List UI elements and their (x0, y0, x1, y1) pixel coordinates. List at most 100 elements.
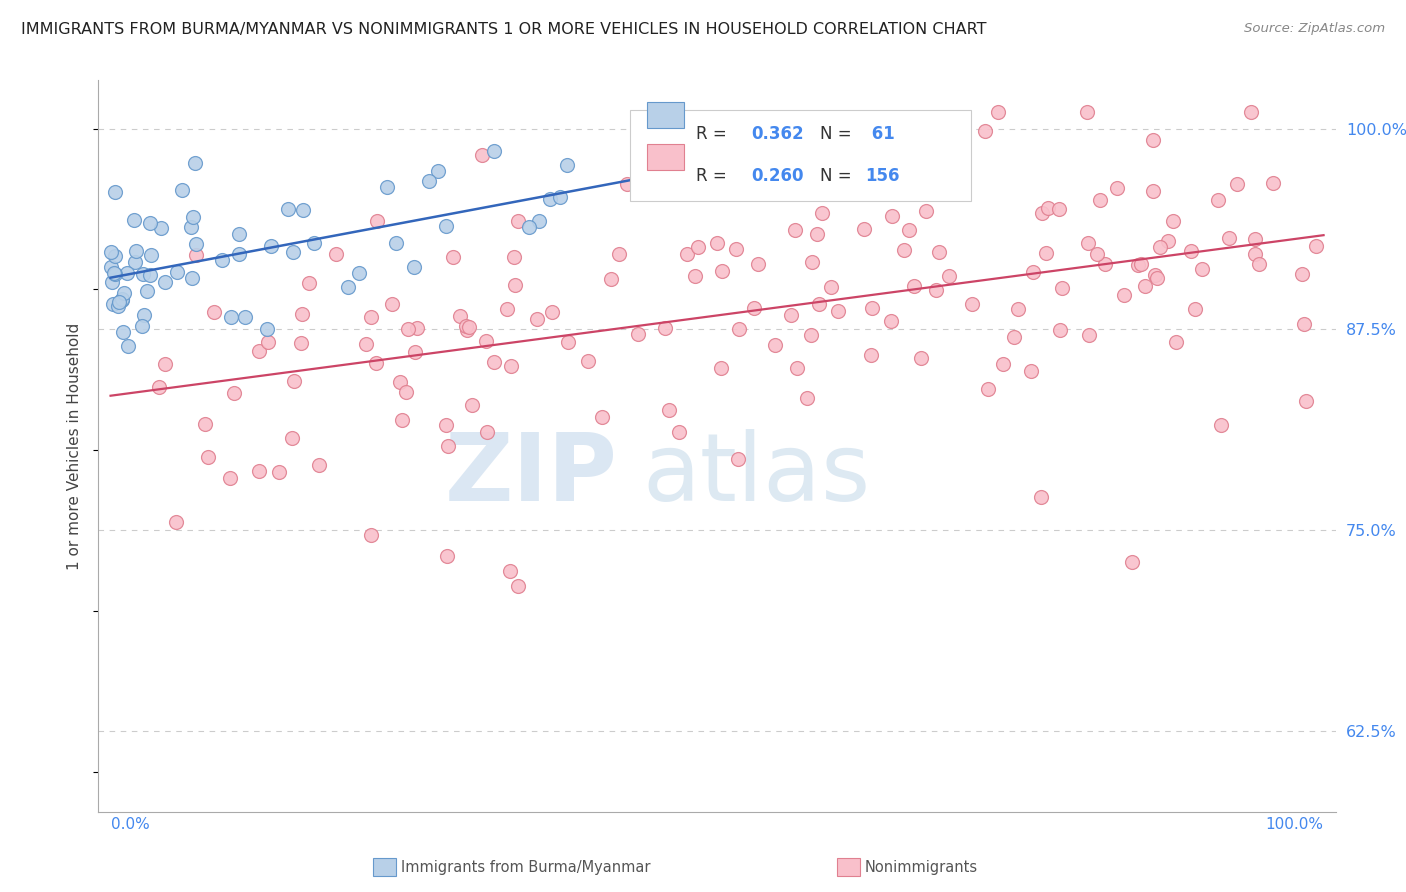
Point (181, 210, 204, 224)
Point (184, 156, 207, 170)
Point (360, 528, 382, 542)
Point (711, 264, 734, 278)
Point (1049, 323, 1071, 337)
Point (122, 212, 145, 227)
Point (859, 348, 882, 362)
Point (375, 180, 398, 194)
Point (256, 322, 278, 336)
Point (506, 214, 529, 228)
Point (1021, 265, 1043, 279)
Point (600, 272, 623, 286)
Point (501, 359, 523, 373)
Point (124, 254, 146, 268)
Point (1133, 279, 1156, 293)
Point (434, 417, 457, 432)
Point (860, 301, 883, 315)
Point (1085, 247, 1108, 261)
Point (1031, 490, 1053, 504)
Text: 61: 61 (866, 125, 894, 143)
Point (527, 213, 550, 227)
Text: 0.260: 0.260 (752, 167, 804, 186)
Point (291, 308, 314, 322)
Point (180, 220, 202, 235)
Point (165, 515, 187, 529)
Point (706, 236, 728, 251)
Point (108, 295, 131, 310)
Point (454, 318, 477, 333)
Point (1142, 133, 1164, 147)
Point (100, 260, 122, 274)
Point (517, 220, 540, 235)
Point (482, 355, 505, 369)
Point (924, 283, 946, 297)
Point (928, 244, 950, 259)
Point (406, 321, 429, 335)
Point (170, 183, 193, 197)
Point (973, 124, 995, 138)
Text: Source: ZipAtlas.com: Source: ZipAtlas.com (1244, 22, 1385, 36)
Point (436, 219, 458, 233)
Point (1247, 257, 1270, 271)
Text: N =: N = (820, 125, 856, 143)
Point (277, 202, 299, 216)
Point (800, 255, 823, 269)
Point (1047, 202, 1070, 216)
Text: Nonimmigrants: Nonimmigrants (865, 860, 977, 874)
Point (1244, 232, 1267, 246)
Point (1261, 176, 1284, 190)
Point (117, 339, 139, 353)
Point (987, 105, 1010, 120)
Point (184, 237, 207, 252)
Point (260, 239, 283, 253)
Point (938, 268, 960, 283)
Point (503, 278, 526, 293)
Point (131, 318, 153, 333)
Point (1295, 394, 1317, 409)
Text: 0.362: 0.362 (752, 125, 804, 143)
Point (308, 458, 330, 472)
Point (247, 344, 270, 359)
Point (366, 214, 388, 228)
Point (727, 451, 749, 466)
Point (1294, 317, 1316, 331)
Point (449, 309, 471, 323)
Point (827, 304, 849, 318)
Point (495, 301, 517, 316)
Point (807, 169, 830, 184)
Point (418, 174, 440, 188)
Point (960, 297, 983, 311)
Point (202, 305, 225, 319)
Text: atlas: atlas (643, 429, 872, 521)
Point (576, 353, 599, 368)
Text: IMMIGRANTS FROM BURMA/MYANMAR VS NONIMMIGRANTS 1 OR MORE VEHICLES IN HOUSEHOLD C: IMMIGRANTS FROM BURMA/MYANMAR VS NONIMMI… (21, 22, 987, 37)
Point (591, 409, 613, 424)
Point (404, 344, 426, 359)
Point (219, 310, 242, 325)
Point (366, 356, 388, 370)
Point (107, 299, 129, 313)
Point (627, 326, 650, 341)
Point (1121, 555, 1143, 569)
Point (1305, 238, 1327, 252)
Point (820, 280, 842, 294)
Point (1112, 287, 1135, 301)
Point (859, 173, 882, 187)
Point (779, 308, 801, 322)
Point (783, 222, 806, 236)
Point (347, 266, 370, 280)
Point (290, 336, 312, 351)
Point (461, 398, 484, 412)
Point (1019, 364, 1042, 378)
Point (557, 334, 579, 349)
Point (808, 297, 831, 311)
Point (101, 276, 124, 290)
Point (475, 425, 498, 440)
Point (148, 380, 170, 394)
Point (548, 190, 571, 204)
Point (676, 247, 699, 261)
Point (1129, 257, 1152, 271)
Point (683, 269, 706, 284)
Point (1090, 193, 1112, 207)
Point (1206, 193, 1229, 207)
Point (725, 242, 748, 256)
